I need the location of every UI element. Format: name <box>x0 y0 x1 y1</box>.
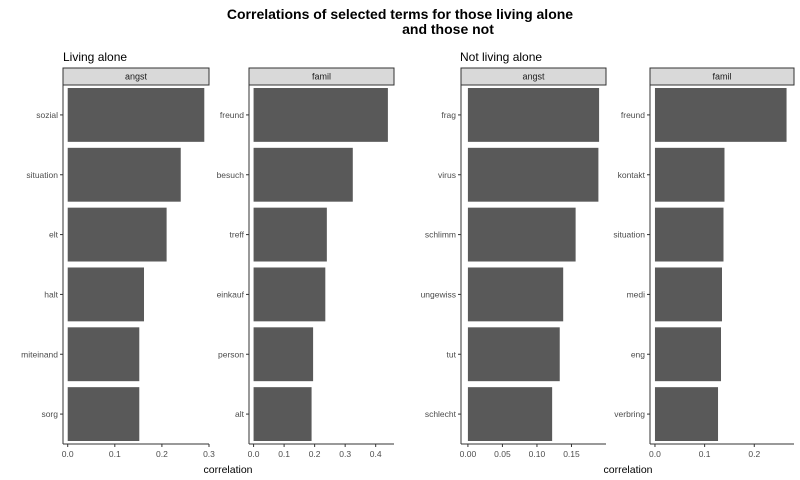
bar <box>654 267 722 322</box>
category-label: ungewiss <box>421 289 456 299</box>
bar <box>67 267 145 322</box>
chart-title: Correlations of selected terms for those… <box>0 7 800 37</box>
x-tick-label: 0.3 <box>203 449 215 459</box>
category-label: halt <box>44 289 58 299</box>
category-label: person <box>218 349 244 359</box>
strip-header <box>460 67 607 86</box>
bar <box>67 327 140 382</box>
x-tick-label: 0.1 <box>278 449 290 459</box>
x-tick-label: 0.2 <box>156 449 168 459</box>
x-tick-label: 0.0 <box>649 449 661 459</box>
bar <box>654 387 719 442</box>
strip-header <box>649 67 795 86</box>
bar <box>467 207 576 262</box>
chart-title-line-2: and those not <box>402 21 494 37</box>
panel-angst: angst sozial situation elt halt miteinand sorg… <box>21 67 215 459</box>
strip-label: famil <box>312 72 331 82</box>
panel-famil: famil freund kontakt situation medi eng verbri… <box>613 67 795 459</box>
category-label: eng <box>631 349 645 359</box>
strip-label: angst <box>125 72 148 82</box>
bar <box>253 327 314 382</box>
group-1: Living alone angst sozial situation elt halt m… <box>21 50 395 476</box>
category-label: treff <box>230 230 245 240</box>
bar <box>67 87 205 142</box>
x-tick-label: 0.1 <box>109 449 121 459</box>
category-label: besuch <box>217 170 245 180</box>
bar <box>67 207 167 262</box>
group-title: Not living alone <box>460 50 542 64</box>
x-tick-label: 0.05 <box>494 449 511 459</box>
category-label: situation <box>26 170 58 180</box>
category-label: kontakt <box>618 170 646 180</box>
category-label: freund <box>621 110 645 120</box>
bar <box>654 87 787 142</box>
x-axis-title: correlation <box>203 464 252 476</box>
bar <box>67 387 140 442</box>
bar <box>253 147 353 202</box>
bar <box>467 387 553 442</box>
bar <box>654 147 725 202</box>
bar <box>654 207 724 262</box>
x-tick-label: 0.0 <box>248 449 260 459</box>
category-label: verbring <box>614 409 645 419</box>
bar <box>253 87 388 142</box>
x-axis-title: correlation <box>603 464 652 476</box>
category-label: situation <box>613 230 645 240</box>
category-label: frag <box>441 110 456 120</box>
x-tick-label: 0.0 <box>62 449 74 459</box>
bar <box>467 267 564 322</box>
strip-header <box>248 67 395 86</box>
x-tick-label: 0.3 <box>339 449 351 459</box>
strip-label: famil <box>712 72 731 82</box>
panel-angst: angst frag virus schlimm ungewiss tut schlecht… <box>421 67 607 459</box>
category-label: sozial <box>36 110 58 120</box>
category-label: schlecht <box>425 409 457 419</box>
category-label: tut <box>447 349 457 359</box>
category-label: einkauf <box>217 289 245 299</box>
x-tick-label: 0.4 <box>370 449 382 459</box>
x-tick-label: 0.15 <box>563 449 580 459</box>
bar <box>467 327 560 382</box>
category-label: sorg <box>41 409 58 419</box>
chart-title-line-1: Correlations of selected terms for those… <box>226 6 574 22</box>
category-label: alt <box>235 409 245 419</box>
x-tick-label: 0.1 <box>699 449 711 459</box>
x-tick-label: 0.2 <box>748 449 760 459</box>
bar <box>467 87 600 142</box>
category-label: schlimm <box>425 230 456 240</box>
category-label: medi <box>627 289 646 299</box>
bar <box>67 147 181 202</box>
group-2: Not living alone angst frag virus schlimm ung… <box>421 50 795 476</box>
panel-famil: famil freund besuch treff einkauf person alt 0.… <box>217 67 395 459</box>
group-title: Living alone <box>63 50 127 64</box>
bar <box>467 147 599 202</box>
x-tick-label: 0.2 <box>309 449 321 459</box>
bar <box>654 327 722 382</box>
bar <box>253 387 312 442</box>
x-tick-label: 0.00 <box>460 449 477 459</box>
category-label: elt <box>49 230 59 240</box>
strip-label: angst <box>522 72 545 82</box>
bar <box>253 207 327 262</box>
strip-header <box>62 67 210 86</box>
category-label: miteinand <box>21 349 58 359</box>
category-label: virus <box>438 170 456 180</box>
x-tick-label: 0.10 <box>529 449 546 459</box>
bar <box>253 267 326 322</box>
category-label: freund <box>220 110 244 120</box>
